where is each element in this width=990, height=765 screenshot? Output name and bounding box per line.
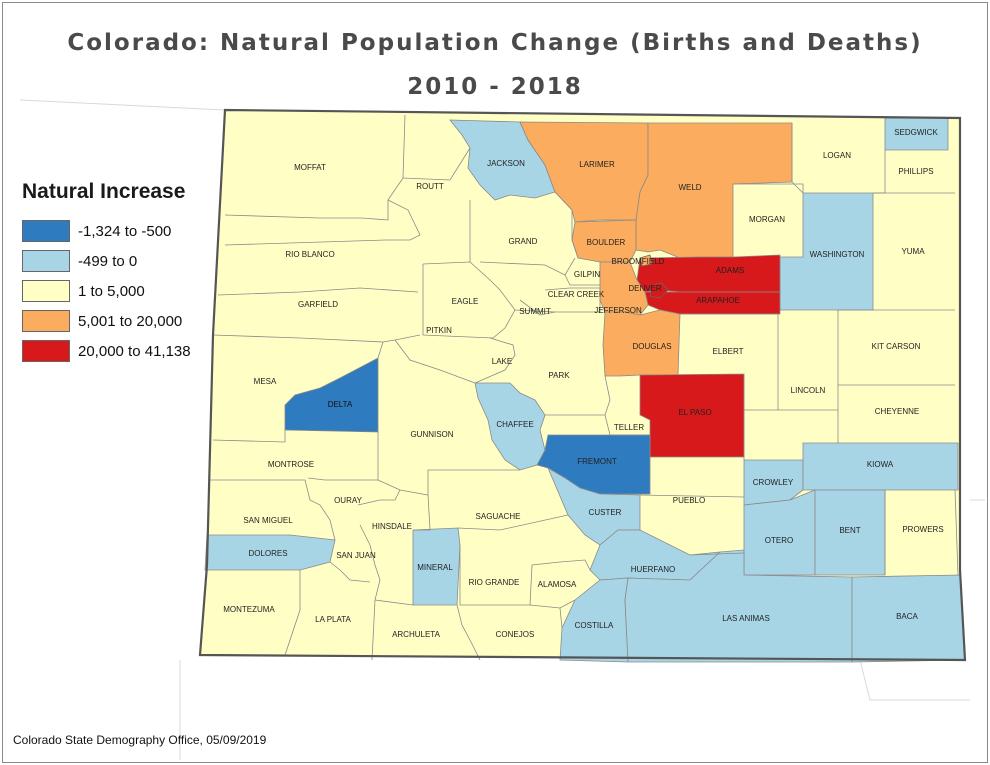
label-phillips: PHILLIPS	[898, 167, 933, 176]
label-lake: LAKE	[492, 357, 512, 366]
label-el-paso: EL PASO	[678, 408, 711, 417]
label-larimer: LARIMER	[579, 160, 615, 169]
label-montrose: MONTROSE	[268, 460, 314, 469]
legend-label: -499 to 0	[78, 252, 138, 270]
state-outline	[198, 108, 967, 662]
label-chaffee: CHAFFEE	[496, 420, 533, 429]
label-logan: LOGAN	[823, 151, 851, 160]
label-garfield: GARFIELD	[298, 300, 338, 309]
legend-swatch	[22, 280, 70, 302]
label-otero: OTERO	[765, 536, 793, 545]
county-crowley[interactable]	[743, 459, 804, 506]
label-bent: BENT	[839, 526, 860, 535]
label-elbert: ELBERT	[713, 347, 744, 356]
label-montezuma: MONTEZUMA	[223, 605, 275, 614]
legend-label: -1,324 to -500	[78, 222, 172, 240]
label-adams: ADAMS	[716, 266, 744, 275]
label-arapahoe: ARAPAHOE	[696, 296, 740, 305]
label-washington: WASHINGTON	[810, 250, 865, 259]
county-kiowa[interactable]	[802, 442, 959, 491]
map-title: Colorado: Natural Population Change (Bir…	[67, 30, 923, 56]
metro-shapes	[639, 254, 669, 299]
legend: Natural Increase -1,324 to -500 -499 to …	[22, 180, 191, 366]
label-pueblo: PUEBLO	[673, 496, 705, 505]
label-crowley: CROWLEY	[753, 478, 794, 487]
label-jefferson: JEFFERSON	[594, 306, 642, 315]
label-morgan: MORGAN	[749, 215, 785, 224]
legend-swatch	[22, 340, 70, 362]
legend-item: -499 to 0	[22, 246, 191, 276]
label-weld: WELD	[678, 183, 701, 192]
label-teller: TELLER	[614, 423, 644, 432]
label-kit-carson: KIT CARSON	[872, 342, 921, 351]
county-chaffee[interactable]	[474, 382, 546, 471]
label-baca: BACA	[896, 612, 918, 621]
label-rio-blanco: RIO BLANCO	[285, 250, 334, 259]
label-yuma: YUMA	[901, 247, 925, 256]
legend-label: 5,001 to 20,000	[78, 312, 183, 330]
label-san-juan: SAN JUAN	[336, 551, 376, 560]
legend-title: Natural Increase	[22, 180, 186, 203]
label-costilla: COSTILLA	[575, 621, 614, 630]
label-custer: CUSTER	[589, 508, 622, 517]
label-kiowa: KIOWA	[867, 460, 894, 469]
legend-label: 1 to 5,000	[78, 282, 145, 300]
legend-swatch	[22, 220, 70, 242]
source-credit: Colorado State Demography Office, 05/09/…	[13, 733, 267, 747]
neighbor-state-lines	[19, 99, 985, 760]
label-clear-creek: CLEAR CREEK	[548, 290, 605, 299]
label-lincoln: LINCOLN	[791, 386, 826, 395]
legend-label: 20,000 to 41,138	[78, 342, 191, 360]
label-ouray: OURAY	[334, 496, 363, 505]
label-park: PARK	[548, 371, 570, 380]
county-jefferson[interactable]	[599, 261, 649, 316]
label-dolores: DOLORES	[248, 549, 287, 558]
legend-swatch	[22, 310, 70, 332]
label-pitkin: PITKIN	[426, 326, 452, 335]
label-grand: GRAND	[509, 237, 538, 246]
label-mineral: MINERAL	[417, 563, 453, 572]
label-denver: DENVER	[628, 284, 662, 293]
label-conejos: CONEJOS	[496, 630, 535, 639]
label-eagle: EAGLE	[452, 297, 479, 306]
label-delta: DELTA	[328, 400, 353, 409]
label-la-plata: LA PLATA	[315, 615, 351, 624]
legend-item: 20,000 to 41,138	[22, 336, 191, 366]
label-cheyenne: CHEYENNE	[875, 407, 919, 416]
label-sedgwick: SEDGWICK	[894, 128, 938, 137]
label-jackson: JACKSON	[487, 159, 525, 168]
county-las-animas[interactable]	[624, 549, 853, 663]
label-prowers: PROWERS	[902, 525, 943, 534]
county-delta[interactable]	[284, 357, 379, 433]
label-alamosa: ALAMOSA	[538, 580, 577, 589]
legend-item: 5,001 to 20,000	[22, 306, 191, 336]
label-routt: ROUTT	[416, 182, 444, 191]
label-saguache: SAGUACHE	[476, 512, 521, 521]
county-mineral[interactable]	[412, 527, 461, 606]
label-las-animas: LAS ANIMAS	[722, 614, 770, 623]
label-fremont: FREMONT	[577, 457, 617, 466]
label-moffat: MOFFAT	[294, 163, 326, 172]
county-boundaries	[210, 114, 959, 661]
label-huerfano: HUERFANO	[631, 565, 675, 574]
label-gilpin: GILPIN	[574, 270, 600, 279]
label-archuleta: ARCHULETA	[392, 630, 441, 639]
map-subtitle: 2010 - 2018	[407, 74, 583, 100]
legend-swatch	[22, 250, 70, 272]
label-douglas: DOUGLAS	[632, 342, 671, 351]
label-gunnison: GUNNISON	[410, 430, 453, 439]
label-mesa: MESA	[254, 377, 277, 386]
label-hinsdale: HINSDALE	[372, 522, 412, 531]
legend-item: -1,324 to -500	[22, 216, 191, 246]
label-broomfield: BROOMFIELD	[612, 257, 665, 266]
label-rio-grande: RIO GRANDE	[469, 578, 520, 587]
legend-item: 1 to 5,000	[22, 276, 191, 306]
label-san-miguel: SAN MIGUEL	[243, 516, 293, 525]
label-boulder: BOULDER	[587, 238, 626, 247]
label-summit: SUMMIT	[519, 307, 551, 316]
county-weld[interactable]	[635, 122, 793, 259]
